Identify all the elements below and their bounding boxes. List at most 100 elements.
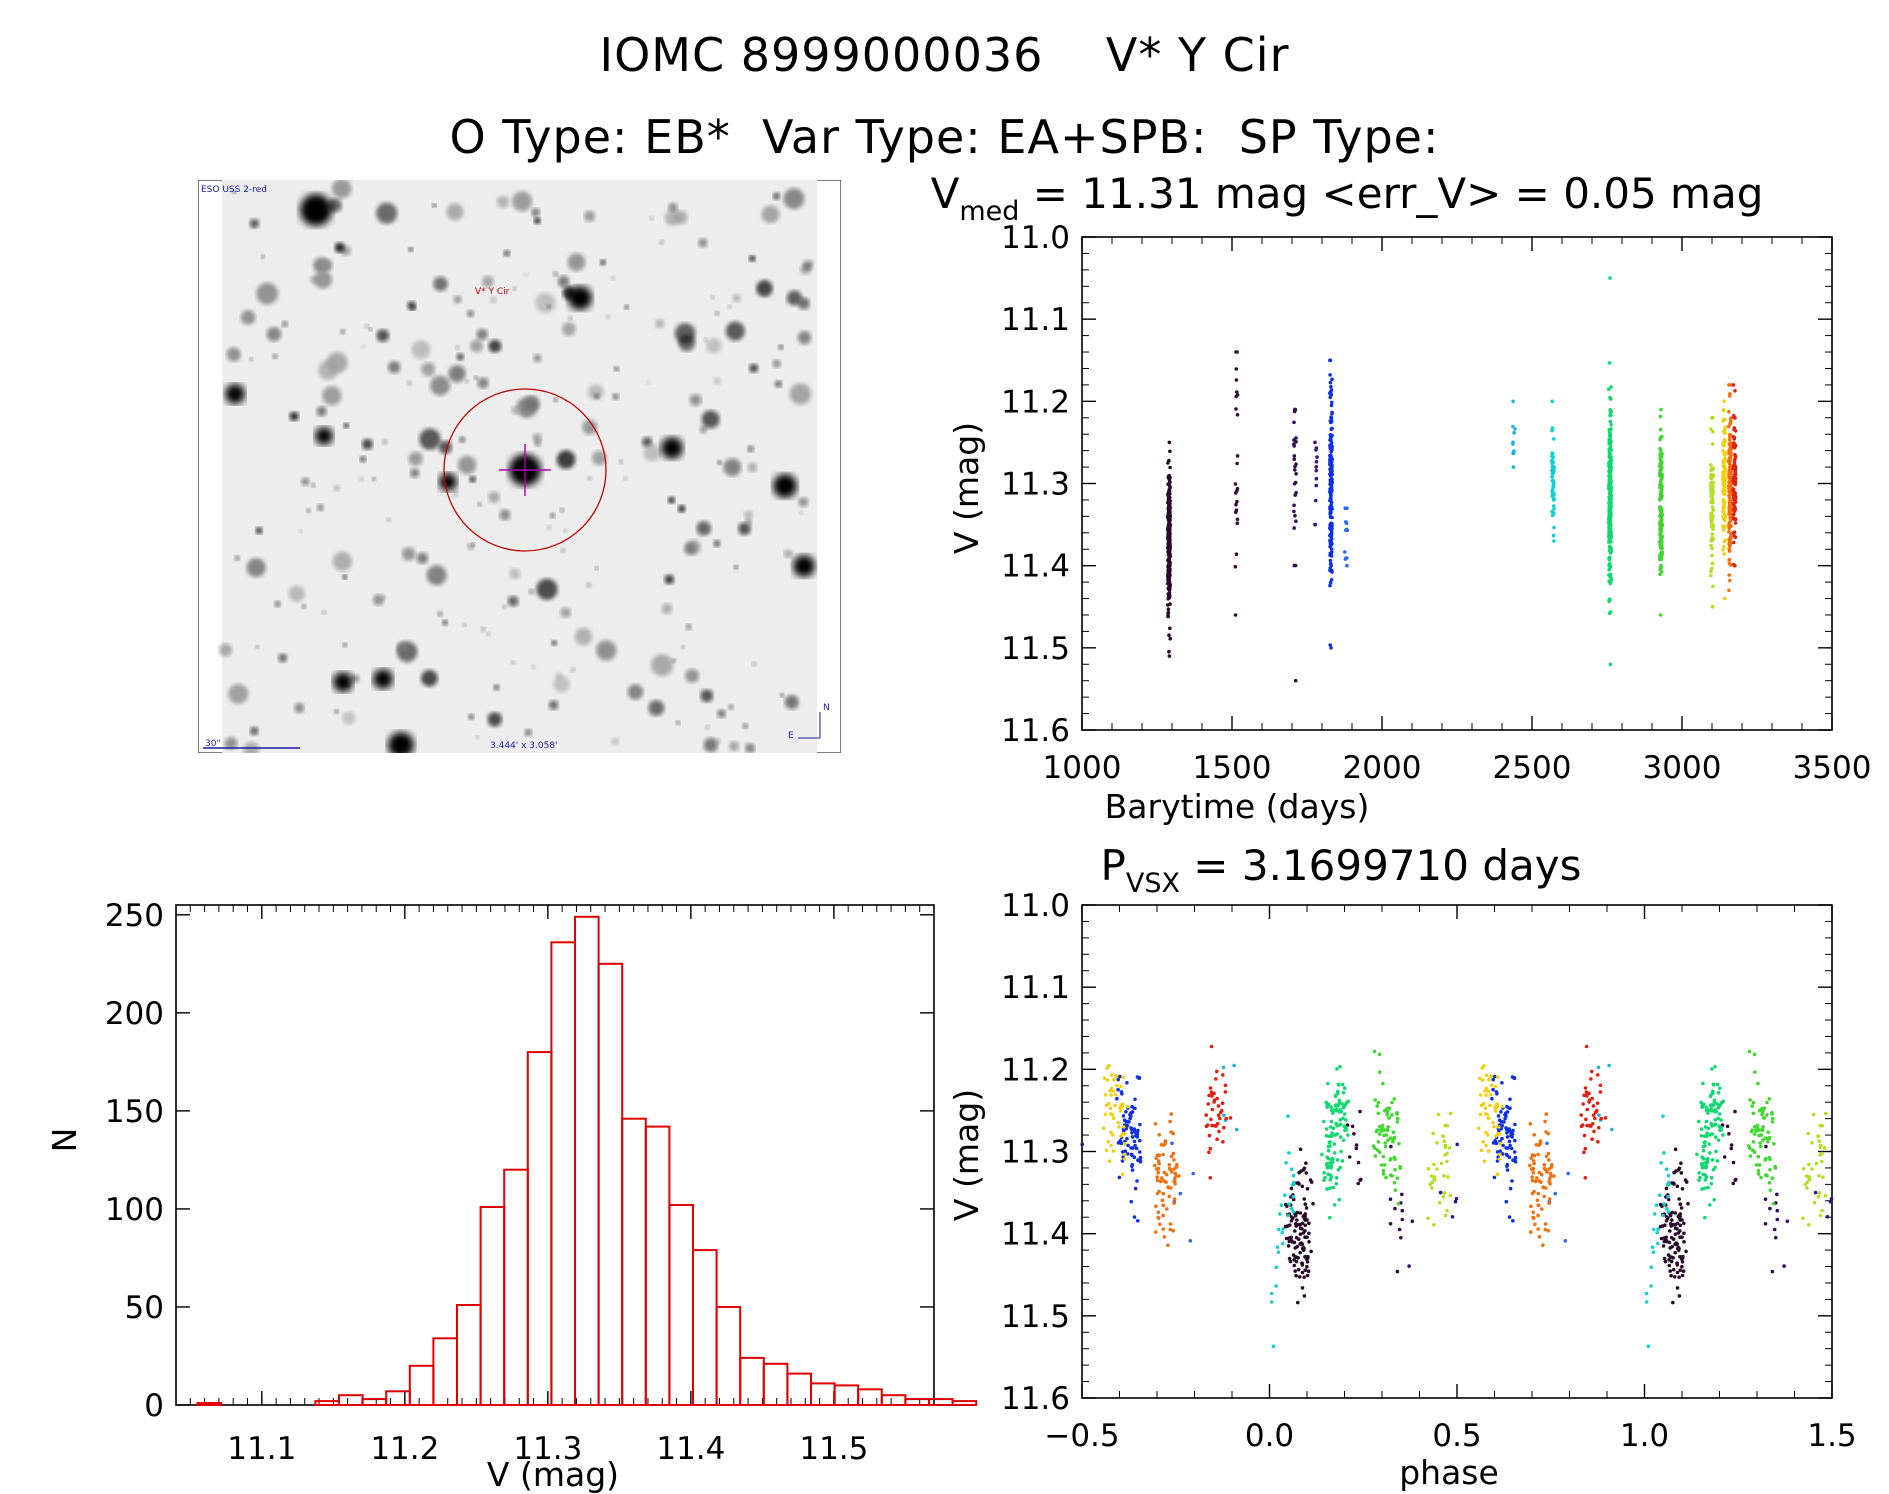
- phased-point: [1713, 1108, 1717, 1112]
- phased-point: [1541, 1185, 1545, 1189]
- phased-point: [1161, 1191, 1166, 1196]
- phased-point: [1669, 1235, 1674, 1240]
- phased-point: [1764, 1157, 1768, 1161]
- light-curve-point: [1660, 472, 1664, 477]
- phased-point: [1829, 1196, 1834, 1201]
- light-curve-point: [1166, 572, 1170, 577]
- phased-point: [1763, 1136, 1768, 1140]
- light-curve-point: [1659, 554, 1663, 559]
- phased-point: [1820, 1123, 1824, 1128]
- finder-star: [322, 386, 342, 406]
- phased-point: [1221, 1073, 1225, 1077]
- finder-star: [318, 360, 338, 380]
- phased-point: [1297, 1170, 1301, 1175]
- phased-point: [1513, 1138, 1517, 1143]
- finder-star: [311, 482, 316, 488]
- histogram-bars: [196, 915, 978, 1407]
- light-curve-point: [1660, 550, 1664, 554]
- phased-point: [1678, 1218, 1682, 1222]
- light-curve-point: [1328, 472, 1333, 477]
- phased-point: [1337, 1100, 1342, 1105]
- light-curve-point: [1511, 451, 1515, 456]
- phased-point: [1307, 1240, 1311, 1244]
- phased-point: [1481, 1140, 1485, 1144]
- phased-point: [1684, 1180, 1689, 1184]
- finder-star: [528, 589, 535, 595]
- phased-point: [1123, 1123, 1127, 1127]
- phased-point: [1484, 1093, 1488, 1097]
- light-curve-point: [1235, 488, 1239, 493]
- light-curve-title-main: V: [931, 169, 960, 218]
- phased-point: [1591, 1113, 1596, 1117]
- phased-point: [1731, 1160, 1736, 1165]
- phased-point: [1223, 1083, 1228, 1088]
- finder-star: [668, 202, 678, 213]
- phased-point: [1398, 1164, 1402, 1169]
- phased-point: [1697, 1171, 1701, 1175]
- phased-point: [1326, 1157, 1331, 1161]
- finder-fov-label: 3.444' x 3.058': [490, 741, 558, 751]
- phased-point: [1391, 1137, 1395, 1141]
- phased-point: [1667, 1240, 1672, 1245]
- phased-point: [1134, 1131, 1138, 1136]
- phased-point: [1173, 1182, 1177, 1186]
- finder-star: [493, 684, 500, 691]
- lc-ytick-label: 11.3: [1001, 467, 1070, 503]
- phased-point: [1785, 1219, 1790, 1224]
- phased-point: [1760, 1128, 1765, 1133]
- phased-point: [1302, 1246, 1306, 1251]
- finder-star: [700, 689, 714, 703]
- phased-point: [1392, 1097, 1397, 1101]
- phased-point: [1399, 1201, 1403, 1205]
- phased-point: [1331, 1108, 1335, 1112]
- phased-point: [1325, 1103, 1330, 1107]
- phased-point: [1494, 1105, 1498, 1110]
- phased-point: [1119, 1134, 1123, 1138]
- finder-star: [717, 709, 726, 718]
- light-curve-point: [1234, 407, 1238, 411]
- light-curve-point: [1314, 446, 1319, 450]
- phased-point: [1704, 1105, 1708, 1109]
- finder-bright-star: [315, 427, 333, 445]
- phased-point: [1109, 1086, 1114, 1091]
- phased-point: [1538, 1139, 1543, 1143]
- phased-point: [1295, 1218, 1299, 1222]
- phased-point: [1168, 1227, 1173, 1232]
- phased-point: [1335, 1132, 1339, 1136]
- phased-point: [1542, 1194, 1546, 1199]
- phased-point: [1747, 1049, 1752, 1054]
- phased-point: [1673, 1222, 1677, 1227]
- phased-point: [1342, 1105, 1346, 1109]
- light-curve-point: [1731, 512, 1736, 517]
- finder-star: [705, 724, 710, 730]
- phased-point: [1292, 1263, 1297, 1268]
- phased-point: [1703, 1178, 1708, 1182]
- phased-point: [1545, 1141, 1549, 1146]
- phased-point: [1162, 1179, 1166, 1183]
- phased-point: [1384, 1133, 1389, 1137]
- phased-point: [1666, 1173, 1671, 1178]
- phased-point: [1298, 1232, 1303, 1236]
- finder-star: [410, 468, 420, 478]
- phased-point: [1333, 1094, 1338, 1099]
- phased-point: [1274, 1284, 1278, 1288]
- phased-point: [1372, 1049, 1377, 1054]
- finder-star: [559, 507, 565, 513]
- phased-point: [1579, 1124, 1584, 1129]
- phased-point: [1119, 1084, 1123, 1089]
- phased-point: [1156, 1159, 1161, 1163]
- phased-point: [1130, 1168, 1135, 1172]
- phased-point: [1680, 1256, 1685, 1260]
- finder-star: [457, 455, 477, 475]
- phased-point: [1677, 1213, 1681, 1218]
- phased-point: [1325, 1166, 1330, 1170]
- phased-point: [1293, 1211, 1297, 1216]
- phased-point: [1390, 1174, 1394, 1178]
- phased-point: [1303, 1223, 1308, 1228]
- phased-point: [1279, 1203, 1284, 1207]
- phased-point: [1680, 1264, 1684, 1269]
- phased-point: [1499, 1110, 1503, 1114]
- phased-point: [1328, 1186, 1332, 1190]
- finder-star: [749, 363, 759, 373]
- light-curve-point: [1330, 400, 1334, 405]
